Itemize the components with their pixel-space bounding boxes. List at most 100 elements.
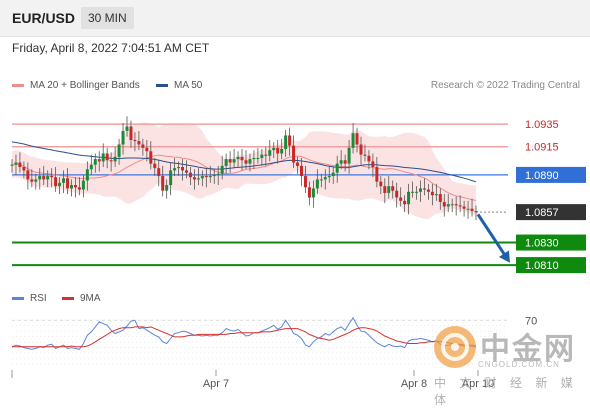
bollinger-band [12,122,476,220]
legend-item-9ma: 9MA [62,293,101,304]
candle-body [97,159,101,162]
candle-body [81,180,85,190]
forecast-arrow-line [476,213,508,258]
candle [129,120,133,148]
legend-swatch-rsi [12,297,24,300]
candle-body [129,126,133,140]
candle [466,200,470,219]
candle-body [375,167,379,182]
candle-body [54,177,58,187]
candle [403,195,407,213]
chart-header-bar: EUR/USD 30 MIN [0,0,590,37]
candle-body [327,176,331,178]
candle-body [280,148,284,154]
x-tick-label: Apr 7 [203,378,229,390]
forecast-arrow-head [498,250,510,263]
candle-body [161,176,165,191]
candle [30,169,34,188]
candle [296,156,300,174]
candle [359,136,363,165]
candle-body [62,178,66,183]
candle-body [411,191,415,193]
candle-body [85,169,89,181]
candle-body [184,170,188,173]
candle-body [212,174,216,177]
candle-body [351,133,355,148]
legend-item-bollinger: MA 20 + Bollinger Bands [12,80,140,91]
candle [288,127,292,156]
candle [391,180,395,199]
candle [383,178,387,204]
candle-body [22,167,26,171]
candle-body [216,173,220,175]
candle [97,151,101,172]
candle-body [73,185,77,188]
rsi-tick-label: 70 [525,315,537,327]
candle-body [315,179,319,189]
candle [157,160,161,187]
candle [367,150,371,170]
level-lines [12,123,586,267]
candle-body [284,135,288,149]
candle [244,150,248,170]
candle [407,183,411,215]
candle-body [450,204,454,206]
candle [268,139,272,162]
candle [315,169,319,195]
candle [260,148,264,166]
candle-body [319,179,323,181]
watermark: 中金网 CNGOLD.COM.CN 中 文 财 经 新 媒 体 [430,322,590,407]
candle [22,161,26,179]
candle-body [240,156,244,161]
candle [387,176,391,199]
candle [446,194,450,213]
candle-body [470,208,474,211]
candle-body [69,185,73,189]
candle-body [117,144,121,157]
candle [300,158,304,187]
candle-body [474,210,478,213]
candle-body [260,154,264,158]
candle-body [236,156,240,160]
candle [81,174,85,198]
candle [343,154,347,172]
candle-body [224,159,228,166]
interval-button[interactable]: 30 MIN [81,7,134,29]
candle-body [454,204,458,206]
candle [42,165,46,186]
candle [181,159,185,181]
legend-item-rsi: RSI [12,293,47,304]
candle [169,162,173,196]
watermark-url: CNGOLD.COM.CN [478,360,560,369]
candle-body [89,164,93,170]
candle-body [407,191,411,205]
candle-body [331,172,335,177]
candle [121,123,125,155]
candle-body [303,176,307,188]
candle [208,165,212,183]
candle [34,173,38,190]
candle-body [101,153,105,162]
watermark-subtitle: 中 文 财 经 新 媒 体 [434,376,578,407]
candle-body [458,205,462,207]
candle [422,178,426,196]
candle-body [311,188,315,198]
candle-body [264,154,268,156]
candle [192,169,196,190]
candle-body [93,159,97,165]
candle [256,147,260,164]
candle-body [177,167,181,169]
candle [434,183,438,201]
candle-body [204,176,208,178]
candle-body [359,144,363,155]
candle-body [105,153,109,161]
x-tick-label: Apr 8 [401,378,427,390]
candle-body [34,179,38,182]
candle [347,139,351,174]
candle-body [181,167,185,171]
candle-body [46,176,50,180]
candle-body [153,163,157,169]
level-tag-bg [516,166,586,183]
candle [113,146,117,168]
